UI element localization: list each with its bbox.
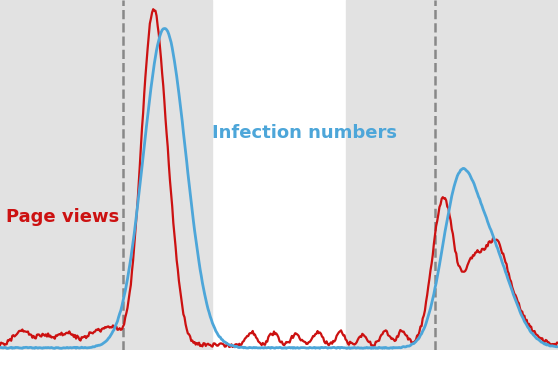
Bar <box>346 0 558 350</box>
Text: Page views: Page views <box>6 208 119 226</box>
Bar <box>0 0 212 350</box>
Text: Infection numbers: Infection numbers <box>212 124 397 142</box>
